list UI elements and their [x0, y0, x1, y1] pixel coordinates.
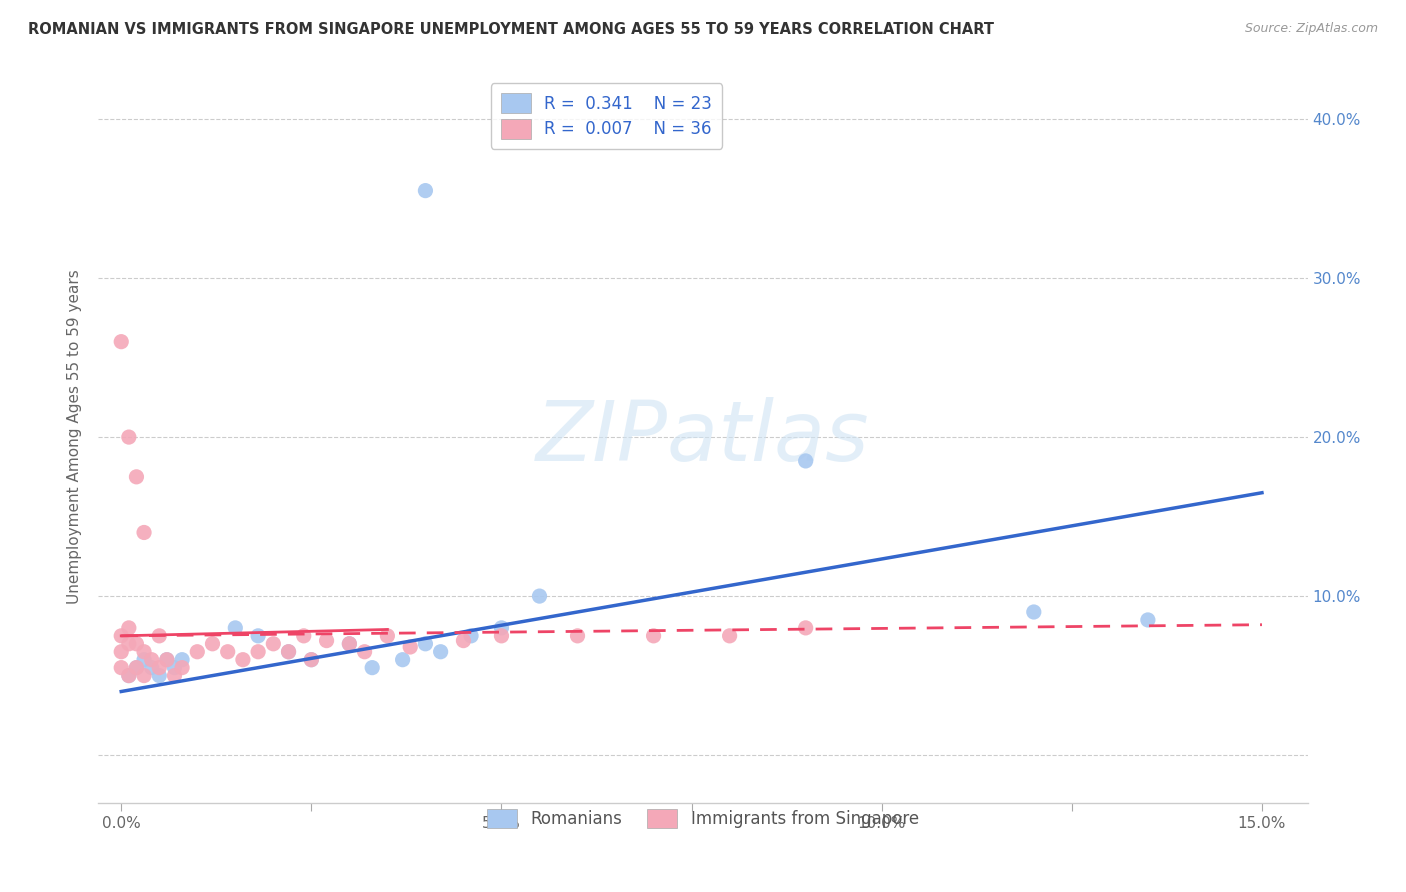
Point: [170, 653, 193, 667]
Point: [277, 645, 299, 659]
Point: [170, 660, 193, 674]
Point: [148, 668, 170, 682]
Point: [429, 645, 451, 659]
Point: [132, 668, 155, 682]
Point: [353, 645, 375, 659]
Point: [118, 637, 141, 651]
Point: [491, 629, 513, 643]
Point: [110, 645, 132, 659]
Point: [118, 430, 141, 444]
Point: [453, 633, 475, 648]
Point: [118, 668, 141, 682]
Point: [132, 645, 155, 659]
Point: [141, 653, 163, 667]
Point: [262, 637, 284, 651]
Point: [156, 653, 179, 667]
Point: [299, 653, 322, 667]
Point: [163, 660, 186, 674]
Point: [141, 660, 163, 674]
Point: [292, 629, 315, 643]
Point: [415, 184, 437, 198]
Point: [110, 334, 132, 349]
Point: [132, 653, 155, 667]
Text: ZIPatlas: ZIPatlas: [536, 397, 870, 477]
Point: [232, 653, 254, 667]
Point: [224, 621, 246, 635]
Point: [529, 589, 551, 603]
Point: [148, 660, 170, 674]
Point: [132, 525, 155, 540]
Point: [247, 645, 270, 659]
Point: [337, 637, 360, 651]
Point: [794, 621, 817, 635]
Y-axis label: Unemployment Among Ages 55 to 59 years: Unemployment Among Ages 55 to 59 years: [67, 269, 83, 605]
Point: [391, 653, 413, 667]
Point: [217, 645, 239, 659]
Point: [118, 668, 141, 682]
Point: [148, 629, 170, 643]
Point: [1022, 605, 1045, 619]
Point: [125, 660, 148, 674]
Text: ROMANIAN VS IMMIGRANTS FROM SINGAPORE UNEMPLOYMENT AMONG AGES 55 TO 59 YEARS COR: ROMANIAN VS IMMIGRANTS FROM SINGAPORE UN…: [28, 22, 994, 37]
Point: [460, 629, 482, 643]
Point: [794, 454, 817, 468]
Point: [315, 633, 337, 648]
Point: [361, 660, 384, 674]
Point: [1136, 613, 1159, 627]
Point: [201, 637, 224, 651]
Point: [718, 629, 741, 643]
Point: [125, 470, 148, 484]
Point: [125, 660, 148, 674]
Point: [247, 629, 270, 643]
Point: [163, 668, 186, 682]
Point: [377, 629, 399, 643]
Point: [491, 621, 513, 635]
Point: [643, 629, 665, 643]
Point: [277, 645, 299, 659]
Point: [118, 621, 141, 635]
Point: [415, 637, 437, 651]
Point: [186, 645, 208, 659]
Point: [125, 637, 148, 651]
Point: [337, 637, 360, 651]
Legend: Romanians, Immigrants from Singapore: Romanians, Immigrants from Singapore: [481, 802, 925, 835]
Point: [110, 629, 132, 643]
Point: [156, 653, 179, 667]
Point: [110, 660, 132, 674]
Point: [399, 640, 422, 654]
Point: [299, 653, 322, 667]
Text: Source: ZipAtlas.com: Source: ZipAtlas.com: [1244, 22, 1378, 36]
Point: [567, 629, 589, 643]
